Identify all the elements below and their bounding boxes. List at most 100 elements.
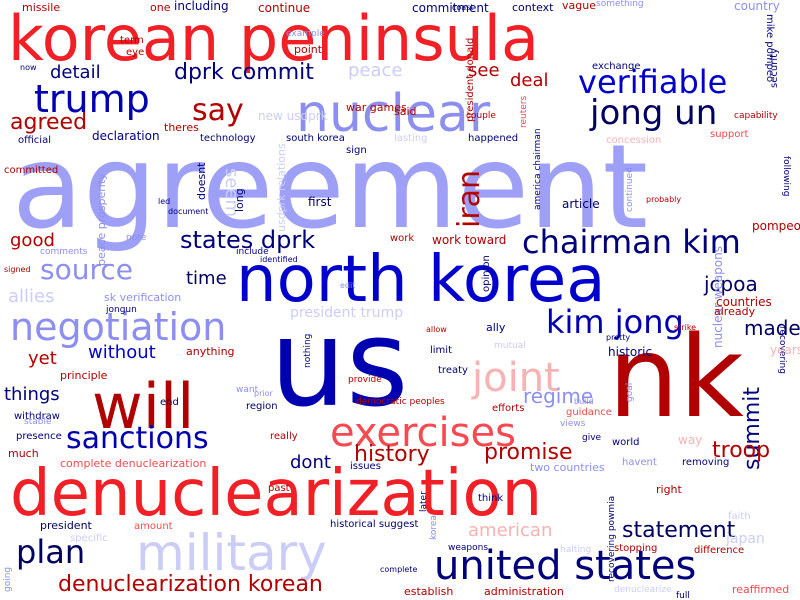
word-cloud-term: security [769, 48, 780, 88]
word-cloud-term: views [560, 419, 586, 429]
word-cloud-term: much [8, 447, 39, 460]
word-cloud-term: historic [608, 345, 653, 359]
word-cloud-term: denuclearization [10, 457, 543, 531]
word-cloud-term: president trump [290, 305, 404, 321]
word-cloud-term: years [770, 343, 800, 357]
word-cloud-term: example [286, 29, 325, 39]
word-cloud-term: agreed [10, 110, 88, 135]
word-cloud-term: trump [34, 77, 150, 121]
word-cloud-term: denuclearization korean [58, 572, 323, 597]
word-cloud-term: iran [452, 169, 487, 228]
word-cloud-term: already [714, 305, 756, 318]
word-cloud-term: deal [510, 70, 549, 91]
word-cloud-term: official [18, 135, 51, 146]
word-cloud-term: will [92, 370, 195, 443]
word-cloud-term: agreement [12, 120, 648, 255]
word-cloud-term: source [40, 253, 133, 286]
word-cloud-term: see [468, 60, 500, 81]
word-cloud-term: end [160, 397, 179, 408]
word-cloud-term: region [246, 401, 278, 412]
word-cloud-term: following [781, 156, 791, 197]
word-cloud-term: states dprk [180, 226, 316, 254]
word-cloud-term: signed [4, 265, 31, 274]
word-cloud-term: complete [380, 565, 418, 574]
word-cloud-term: eye [126, 47, 145, 58]
word-cloud-term: include [236, 247, 269, 257]
word-cloud-term: full [676, 591, 690, 600]
word-cloud-term: faith [728, 511, 751, 522]
word-cloud-term: president donald [465, 37, 476, 122]
word-cloud-term: now [20, 63, 37, 72]
word-cloud-term: continued [625, 167, 635, 212]
word-cloud-term: identified [260, 255, 298, 264]
word-cloud-term: havent [622, 457, 657, 468]
word-cloud-term: america chairman [533, 128, 543, 210]
word-cloud-term: including [174, 0, 229, 13]
word-cloud-term: two countries [530, 461, 605, 474]
word-cloud-term: promise [484, 440, 573, 465]
word-cloud-term: halting [560, 545, 592, 555]
word-cloud-term: administration [484, 585, 564, 598]
word-cloud-term: korean peninsula [8, 2, 540, 75]
word-cloud-term: vague [562, 0, 596, 12]
word-cloud-term: efforts [492, 403, 525, 414]
word-cloud-term: statement [622, 518, 736, 543]
word-cloud-term: note [126, 233, 147, 243]
word-cloud-term: right [656, 483, 682, 496]
word-cloud-term: stable [24, 417, 52, 427]
word-cloud-term: world [612, 437, 640, 448]
word-cloud-term: led [158, 197, 171, 206]
word-cloud-term: us [270, 295, 409, 434]
word-cloud-term: really [270, 431, 298, 442]
word-cloud-term: coast [452, 3, 474, 12]
word-cloud-term: sanctions [66, 421, 209, 456]
word-cloud-term: peace [348, 60, 403, 81]
word-cloud-term: allow [426, 325, 447, 334]
word-cloud-term: joint [472, 355, 560, 401]
word-cloud-term: missile [22, 1, 61, 14]
word-cloud-term: exchange [592, 61, 641, 72]
word-cloud-term: anything [186, 345, 235, 358]
word-cloud-term: presence [16, 431, 62, 442]
word-cloud-term: want [236, 385, 259, 395]
word-cloud-term: jong un [590, 93, 718, 133]
word-cloud-term: president [40, 519, 92, 532]
word-cloud-term: long [233, 188, 246, 212]
word-cloud-term: term [120, 35, 144, 46]
word-cloud-term: jongun [106, 305, 137, 315]
word-cloud-term: detail [50, 62, 101, 83]
word-cloud-term: reaffirmed [732, 583, 790, 596]
word-cloud-term: dprk commit [174, 60, 314, 85]
word-cloud-term: yet [28, 348, 57, 369]
word-cloud-term: opinion [481, 255, 492, 292]
word-cloud-term: united states [434, 543, 697, 589]
word-cloud-term: recovering powmia [607, 495, 617, 582]
word-cloud-term: way [678, 433, 703, 447]
word-cloud-term: article [562, 197, 600, 211]
word-cloud-term: context [512, 1, 554, 14]
word-cloud-term: build [574, 397, 594, 406]
word-cloud-term: concession [606, 135, 662, 146]
word-cloud-term: work [390, 233, 415, 244]
word-cloud-term: capability [734, 111, 778, 121]
word-cloud-term: amount [134, 521, 173, 532]
word-cloud-term: kim jong [546, 303, 684, 341]
word-cloud-term: committed [4, 165, 59, 176]
word-cloud-term: american [468, 520, 553, 541]
word-cloud-term: made [744, 316, 800, 340]
word-cloud-term: allies [8, 286, 55, 307]
word-cloud-term: said [394, 105, 417, 118]
word-cloud-term: new usdprk [258, 109, 328, 123]
word-cloud-term: negotiation [10, 305, 227, 349]
word-cloud-term: time [186, 268, 227, 289]
word-cloud-term: jcpoa [704, 272, 758, 296]
word-cloud-term: war games [346, 101, 407, 114]
word-cloud-term: treaty [438, 365, 468, 376]
word-cloud-term: nuclear [296, 84, 491, 144]
word-cloud-term: nothing [303, 333, 313, 368]
word-cloud-term: support [710, 129, 749, 140]
word-cloud-term: good [10, 230, 55, 251]
word-cloud-term: japan [726, 531, 765, 547]
word-cloud-term: past [268, 483, 290, 494]
